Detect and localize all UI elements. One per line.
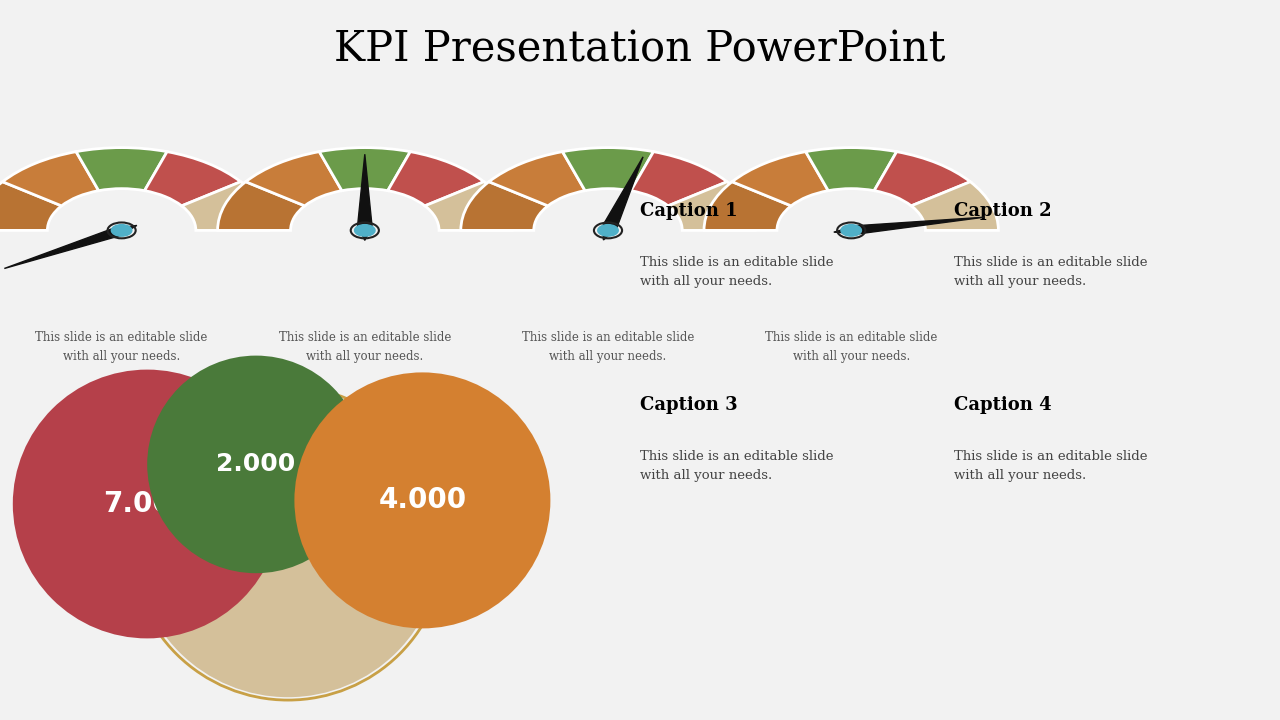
Circle shape (841, 225, 861, 236)
Wedge shape (874, 152, 970, 206)
Wedge shape (489, 152, 585, 206)
Text: This slide is an editable slide
with all your needs.: This slide is an editable slide with all… (522, 331, 694, 363)
Wedge shape (388, 152, 484, 206)
Ellipse shape (294, 372, 550, 629)
Polygon shape (4, 227, 125, 269)
Ellipse shape (134, 390, 442, 697)
Text: 4.000: 4.000 (379, 487, 466, 514)
Text: Caption 3: Caption 3 (640, 396, 737, 414)
Wedge shape (182, 181, 269, 230)
Wedge shape (246, 152, 342, 206)
Wedge shape (76, 148, 168, 191)
Text: Caption 1: Caption 1 (640, 202, 737, 220)
Polygon shape (833, 228, 852, 233)
Wedge shape (461, 181, 548, 230)
Wedge shape (562, 148, 654, 191)
Wedge shape (631, 152, 727, 206)
Wedge shape (704, 181, 791, 230)
Wedge shape (145, 152, 241, 206)
Text: KPI Presentation PowerPoint: KPI Presentation PowerPoint (334, 29, 946, 71)
Ellipse shape (13, 369, 282, 639)
Text: 7.000: 7.000 (104, 490, 191, 518)
Ellipse shape (147, 356, 365, 573)
Text: This slide is an editable slide
with all your needs.: This slide is an editable slide with all… (36, 331, 207, 363)
Circle shape (111, 225, 132, 236)
Wedge shape (911, 181, 998, 230)
Polygon shape (600, 157, 643, 232)
Wedge shape (668, 181, 755, 230)
Text: This slide is an editable slide
with all your needs.: This slide is an editable slide with all… (954, 450, 1147, 482)
Text: This slide is an editable slide
with all your needs.: This slide is an editable slide with all… (765, 331, 937, 363)
Wedge shape (319, 148, 411, 191)
Text: This slide is an editable slide
with all your needs.: This slide is an editable slide with all… (640, 450, 833, 482)
Polygon shape (119, 225, 137, 233)
Text: 9.000: 9.000 (244, 530, 332, 557)
Wedge shape (0, 181, 61, 230)
Polygon shape (360, 230, 370, 240)
Text: Caption 4: Caption 4 (954, 396, 1051, 414)
Text: This slide is an editable slide
with all your needs.: This slide is an editable slide with all… (279, 331, 451, 363)
Text: 2.000: 2.000 (216, 452, 296, 477)
Polygon shape (850, 217, 984, 235)
Text: Caption 2: Caption 2 (954, 202, 1051, 220)
Polygon shape (603, 230, 613, 240)
Circle shape (355, 225, 375, 236)
Text: This slide is an editable slide
with all your needs.: This slide is an editable slide with all… (640, 256, 833, 287)
Polygon shape (357, 154, 372, 230)
Text: This slide is an editable slide
with all your needs.: This slide is an editable slide with all… (954, 256, 1147, 287)
Circle shape (598, 225, 618, 236)
Wedge shape (425, 181, 512, 230)
Wedge shape (732, 152, 828, 206)
Wedge shape (3, 152, 99, 206)
Wedge shape (218, 181, 305, 230)
Wedge shape (805, 148, 897, 191)
